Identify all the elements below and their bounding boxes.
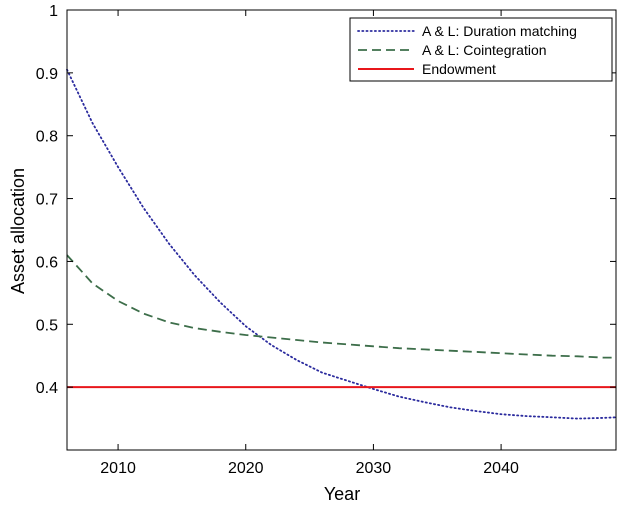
y-tick-label: 0.4	[36, 380, 58, 397]
y-tick-label: 0.8	[36, 129, 58, 146]
legend-label-a-l-duration-matching: A & L: Duration matching	[422, 23, 577, 39]
legend: A & L: Duration matching A & L: Cointegra…	[349, 17, 613, 82]
y-axis-title: Asset allocation	[8, 168, 28, 294]
y-tick-label: 0.6	[36, 254, 58, 271]
x-tick-label: 2010	[100, 460, 136, 477]
x-tick-label: 2020	[228, 460, 264, 477]
x-axis-title: Year	[324, 484, 360, 504]
plot-area	[66, 68, 617, 420]
y-tick-label: 1	[49, 3, 58, 20]
series-line-a-l-duration-matching	[66, 68, 617, 420]
y-tick-label: 0.5	[36, 317, 58, 334]
legend-label-a-l-cointegration: A & L: Cointegration	[422, 42, 547, 58]
x-tick-label: 2030	[356, 460, 392, 477]
legend-label-endowment: Endowment	[422, 61, 496, 77]
plot-frame	[66, 9, 617, 451]
axis-ticks: 2010 2020 2030 2040 0.4 0.5 0.6 0.7 0.8 0.9 1	[36, 3, 616, 477]
y-tick-label: 0.9	[36, 66, 58, 83]
y-tick-label: 0.7	[36, 192, 58, 209]
series-line-a-l-cointegration	[66, 254, 616, 359]
x-tick-label: 2040	[483, 460, 519, 477]
